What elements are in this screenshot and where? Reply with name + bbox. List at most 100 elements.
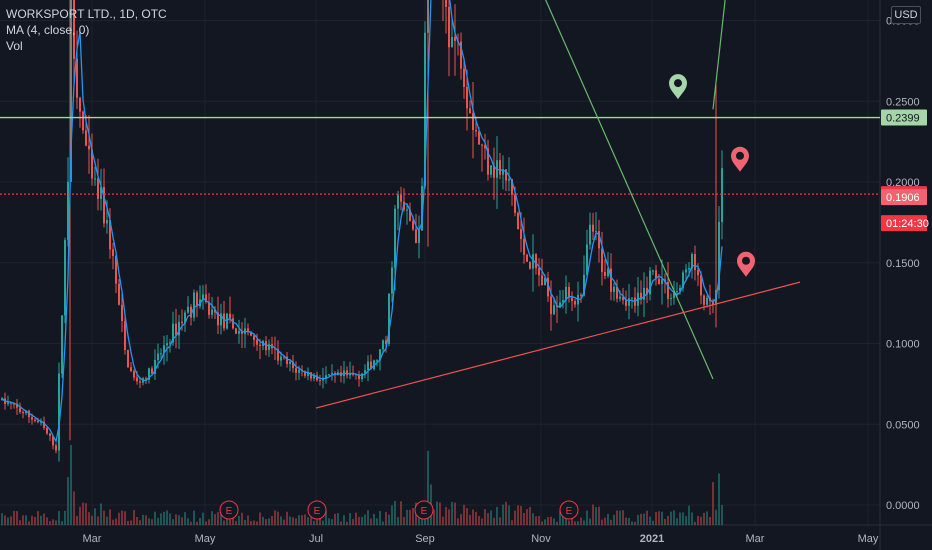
volume-indicator-label[interactable]: Vol <box>6 39 23 53</box>
price-label: 0.1906 <box>881 189 927 206</box>
volume-bar <box>187 518 189 525</box>
candle-body <box>586 244 588 275</box>
candle-body <box>703 295 705 305</box>
candle-body <box>19 407 21 413</box>
volume-bar <box>580 517 582 525</box>
candle-body <box>256 339 258 345</box>
candle-body <box>196 292 198 307</box>
candle-body <box>52 435 54 446</box>
candle-body <box>364 370 366 374</box>
volume-bar <box>298 515 300 525</box>
candle-body <box>277 349 279 361</box>
candle-body <box>691 254 693 269</box>
symbol-title[interactable]: WORKSPORT LTD., 1D, OTC <box>6 7 167 21</box>
candle-body <box>40 421 42 423</box>
volume-bar <box>685 515 687 525</box>
candle-body <box>418 230 420 243</box>
volume-bar <box>52 519 54 525</box>
candle-body <box>295 368 297 373</box>
volume-bar <box>523 513 525 525</box>
volume-bar <box>37 511 39 525</box>
volume-bar <box>511 520 513 525</box>
candle-body <box>502 169 504 175</box>
candle-body <box>292 361 294 369</box>
volume-bar <box>136 517 138 525</box>
pin-hole <box>742 256 750 265</box>
volume-bar <box>451 501 453 525</box>
volume-bar <box>175 514 177 525</box>
candle-body <box>124 321 126 351</box>
volume-bar <box>646 510 648 525</box>
volume-bar <box>76 515 78 525</box>
volume-bar <box>607 513 609 525</box>
volume-bar <box>223 520 225 525</box>
candle-body <box>538 268 540 276</box>
volume-bar <box>253 520 255 525</box>
volume-bar <box>25 515 27 525</box>
volume-bar <box>142 514 144 525</box>
projection-arrow <box>712 0 726 110</box>
volume-bar <box>121 510 123 525</box>
volume-bar <box>445 506 447 525</box>
volume-bar <box>466 508 468 525</box>
volume-bar <box>658 511 660 525</box>
candle-body <box>592 224 594 232</box>
candle-body <box>400 194 402 202</box>
candle-body <box>712 301 714 305</box>
time-tick: 2021 <box>640 533 664 545</box>
volume-bar <box>13 510 15 525</box>
volume-bar <box>268 518 270 525</box>
candle-body <box>559 302 561 308</box>
candle-body <box>535 254 537 269</box>
candle-body <box>445 0 447 7</box>
price-label-text: 01:24:30 <box>886 218 929 230</box>
price-label-bg <box>881 215 927 232</box>
earnings-label: E <box>566 506 573 517</box>
candle-body <box>640 292 642 300</box>
candle-body <box>685 269 687 273</box>
volume-bar <box>718 473 720 525</box>
volume-bar <box>163 511 165 525</box>
candle-body <box>499 160 501 175</box>
candle-body <box>526 254 528 262</box>
price-label-bg <box>881 109 927 126</box>
volume-bar <box>31 515 33 525</box>
candle-body <box>100 186 102 199</box>
candle-body <box>382 340 384 350</box>
candle-body <box>358 374 360 380</box>
candle-body <box>646 287 648 295</box>
candle-body <box>697 270 699 276</box>
candle-body <box>676 291 678 293</box>
volume-bar <box>439 502 441 525</box>
currency-button[interactable]: USD <box>891 6 921 24</box>
candle-body <box>118 283 120 305</box>
horizontal-lines <box>0 116 880 195</box>
volume-bar <box>196 521 198 525</box>
volume-bar <box>664 518 666 525</box>
candle-body <box>583 274 585 296</box>
time-axis: Mar May Jul Sep Nov 2021 Mar May <box>83 533 879 545</box>
candle-body <box>187 306 189 313</box>
trend-lines <box>315 0 801 409</box>
candle-body <box>127 350 129 368</box>
uptrend-support-line <box>315 281 801 409</box>
candle-body <box>160 353 162 355</box>
candle-body <box>424 32 426 187</box>
candle-body <box>628 298 630 306</box>
time-tick: May <box>858 533 879 545</box>
candle-body <box>16 403 18 408</box>
volume-bar <box>424 515 426 525</box>
volume-bar <box>676 518 678 525</box>
candle-body <box>145 378 147 380</box>
volume-bar <box>178 515 180 525</box>
volume-bar <box>103 510 105 525</box>
candle-body <box>136 377 138 382</box>
price-label-text: 0.1906 <box>886 192 920 204</box>
candle-body <box>97 178 99 199</box>
volume-bar <box>331 519 333 525</box>
volume-bar <box>7 517 9 525</box>
ma-indicator-label[interactable]: MA (4, close, 0) <box>6 23 90 37</box>
volume-bar <box>199 518 201 525</box>
